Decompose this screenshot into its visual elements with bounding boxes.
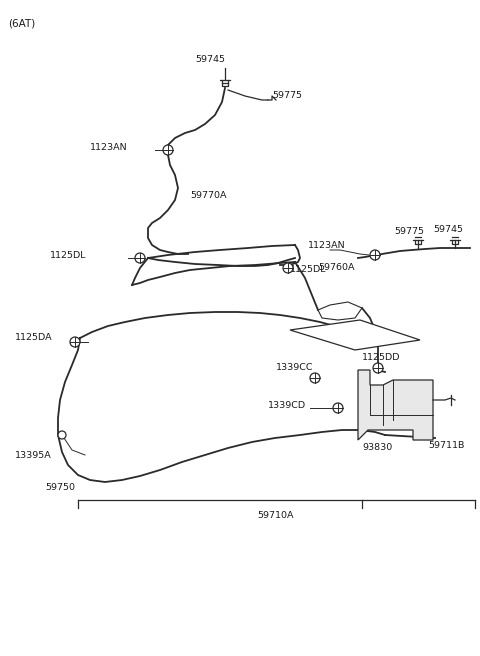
Text: 1123AN: 1123AN xyxy=(308,241,346,249)
Circle shape xyxy=(370,250,380,260)
Text: 1339CD: 1339CD xyxy=(268,401,306,409)
Circle shape xyxy=(333,403,343,413)
Text: 1125DL: 1125DL xyxy=(290,266,326,274)
Text: 59770A: 59770A xyxy=(190,190,227,199)
Circle shape xyxy=(163,145,173,155)
Text: 59760A: 59760A xyxy=(318,264,355,272)
Text: 93830: 93830 xyxy=(362,443,392,453)
Text: 1125DL: 1125DL xyxy=(50,251,86,260)
Circle shape xyxy=(283,263,293,273)
Text: 59750: 59750 xyxy=(45,483,75,493)
Text: 1123AN: 1123AN xyxy=(90,142,128,152)
Polygon shape xyxy=(318,302,362,320)
Text: 1125DA: 1125DA xyxy=(15,333,53,342)
Text: 13395A: 13395A xyxy=(15,451,52,459)
Text: 59711B: 59711B xyxy=(428,440,464,449)
Circle shape xyxy=(70,337,80,347)
Text: (6AT): (6AT) xyxy=(8,18,35,28)
Text: 59745: 59745 xyxy=(195,56,225,64)
Text: 1125DD: 1125DD xyxy=(362,354,400,363)
Circle shape xyxy=(310,373,320,383)
Circle shape xyxy=(58,431,66,439)
Polygon shape xyxy=(290,320,420,350)
Circle shape xyxy=(373,363,383,373)
Text: 1339CC: 1339CC xyxy=(276,363,313,373)
Circle shape xyxy=(135,253,145,263)
Text: 59710A: 59710A xyxy=(258,510,294,520)
Polygon shape xyxy=(358,370,433,440)
Text: 59775: 59775 xyxy=(394,228,424,237)
Text: 59775: 59775 xyxy=(272,91,302,100)
Text: 59745: 59745 xyxy=(433,226,463,234)
